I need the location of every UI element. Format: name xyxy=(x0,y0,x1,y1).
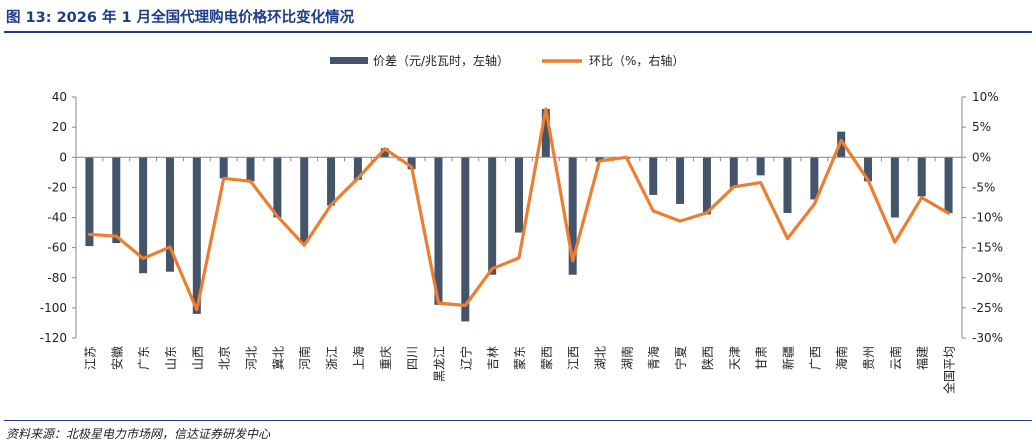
category-label: 山西 xyxy=(191,346,205,370)
bar-四川 xyxy=(407,157,416,170)
left-tick-label: 0 xyxy=(59,150,67,164)
category-label: 湖南 xyxy=(619,346,634,370)
bar-广西 xyxy=(810,157,819,200)
title-rule xyxy=(4,31,1032,33)
category-label: 青海 xyxy=(646,346,661,370)
left-tick-label: -60 xyxy=(47,241,67,255)
bar-吉林 xyxy=(488,157,497,275)
zero-line xyxy=(75,156,963,162)
right-axis: 10% 5% 0% -5% -10% -15% -20% -25% -30% xyxy=(961,90,1003,345)
category-label: 北京 xyxy=(218,346,232,370)
bar-蒙东 xyxy=(515,157,523,233)
category-label: 贵州 xyxy=(862,346,876,370)
bar-江苏 xyxy=(85,157,94,247)
left-tick-label: -20 xyxy=(47,180,67,194)
bar-全国平均 xyxy=(944,157,953,213)
left-tick-label: -80 xyxy=(47,271,67,285)
category-label: 重庆 xyxy=(379,346,393,370)
dual-axis-chart: 价差（元/兆瓦时，左轴） 环比（%，右轴） 40 20 0 -20 -40 -60 -80 -1… xyxy=(40,53,1003,394)
category-label: 浙江 xyxy=(325,346,339,370)
bar-福建 xyxy=(917,157,926,197)
left-tick-label: -40 xyxy=(47,211,67,225)
source-rule xyxy=(4,420,1032,421)
bar-宁夏 xyxy=(676,157,685,204)
bar-新疆 xyxy=(783,157,792,213)
mom-change-line xyxy=(87,107,951,312)
category-label: 安徽 xyxy=(109,346,124,370)
bar-上海 xyxy=(353,157,362,180)
category-label: 湖北 xyxy=(593,346,608,370)
bar-贵州 xyxy=(864,157,873,182)
bar-甘肃 xyxy=(756,157,765,176)
left-tick-label: -120 xyxy=(40,331,67,345)
bar-广东 xyxy=(139,157,148,274)
bar-河南 xyxy=(300,157,309,244)
category-label: 辽宁 xyxy=(458,346,473,370)
category-label: 广东 xyxy=(137,346,151,370)
left-tick-label: 20 xyxy=(52,120,67,134)
left-tick-label: 40 xyxy=(52,90,67,104)
bar-山西 xyxy=(192,157,201,314)
bar-北京 xyxy=(219,157,228,179)
left-axis: 40 20 0 -20 -40 -60 -80 -100 -120 xyxy=(40,90,77,345)
bar-天津 xyxy=(729,157,738,188)
category-label: 福建 xyxy=(915,346,930,370)
category-label: 吉林 xyxy=(486,346,500,370)
category-label: 新疆 xyxy=(780,346,795,370)
right-tick-label: -30% xyxy=(972,331,1003,345)
bar-冀北 xyxy=(273,157,282,218)
category-label: 江西 xyxy=(567,346,581,370)
category-label: 河南 xyxy=(297,346,312,370)
category-label: 甘肃 xyxy=(755,346,769,370)
bar-江西 xyxy=(568,157,577,275)
bar-蒙西 xyxy=(541,109,550,158)
category-label: 广西 xyxy=(808,346,822,370)
category-label: 江苏 xyxy=(83,346,97,370)
x-axis-labels: 江苏 安徽 广东 山东 山西 北京 河北 冀北 河南 浙江 上海 重庆 四川 黑龙江 辽宁 吉林 蒙东 蒙西 江西湖… xyxy=(83,346,956,394)
category-label: 云南 xyxy=(888,346,903,370)
bar-青海 xyxy=(649,157,658,195)
right-tick-label: 10% xyxy=(972,90,999,104)
category-label: 冀北 xyxy=(271,346,285,370)
bar-series xyxy=(85,109,953,322)
category-label: 蒙西 xyxy=(540,346,554,370)
category-label: 山东 xyxy=(164,346,178,370)
legend-line-label: 环比（%，右轴） xyxy=(589,53,684,68)
category-label: 四川 xyxy=(406,346,420,370)
category-label: 上海 xyxy=(351,346,366,370)
legend-bar-label: 价差（元/兆瓦时，左轴） xyxy=(373,53,509,68)
right-tick-label: 5% xyxy=(972,120,991,134)
left-tick-label: -100 xyxy=(40,301,67,315)
right-tick-label: -20% xyxy=(972,271,1003,285)
chart-legend: 价差（元/兆瓦时，左轴） 环比（%，右轴） xyxy=(330,53,684,68)
right-tick-label: 0% xyxy=(972,150,991,164)
category-label: 全国平均 xyxy=(942,346,957,394)
bar-黑龙江 xyxy=(434,157,443,305)
category-label: 黑龙江 xyxy=(432,346,446,382)
bar-重庆 xyxy=(380,148,389,158)
bar-河北 xyxy=(246,157,255,182)
right-tick-label: -10% xyxy=(972,211,1003,225)
bar-山东 xyxy=(165,157,174,272)
line-series xyxy=(87,107,951,312)
bar-辽宁 xyxy=(461,157,470,322)
category-label: 陕西 xyxy=(700,346,715,370)
bar-浙江 xyxy=(327,157,336,206)
category-label: 宁夏 xyxy=(673,346,688,370)
figure-title: 图 13: 2026 年 1 月全国代理购电价格环比变化情况 xyxy=(6,10,355,26)
category-label: 天津 xyxy=(728,346,742,370)
category-label: 河北 xyxy=(245,346,259,370)
category-label: 蒙东 xyxy=(513,346,527,370)
right-tick-label: -15% xyxy=(972,241,1003,255)
legend-bar-swatch xyxy=(330,57,368,64)
source-note: 资料来源：北极星电力市场网，信达证券研发中心 xyxy=(6,427,271,441)
bar-云南 xyxy=(890,157,899,218)
right-tick-label: -5% xyxy=(972,180,995,194)
category-label: 海南 xyxy=(834,346,849,370)
right-tick-label: -25% xyxy=(972,301,1003,315)
bar-安徽 xyxy=(112,157,121,244)
bar-陕西 xyxy=(702,157,711,215)
